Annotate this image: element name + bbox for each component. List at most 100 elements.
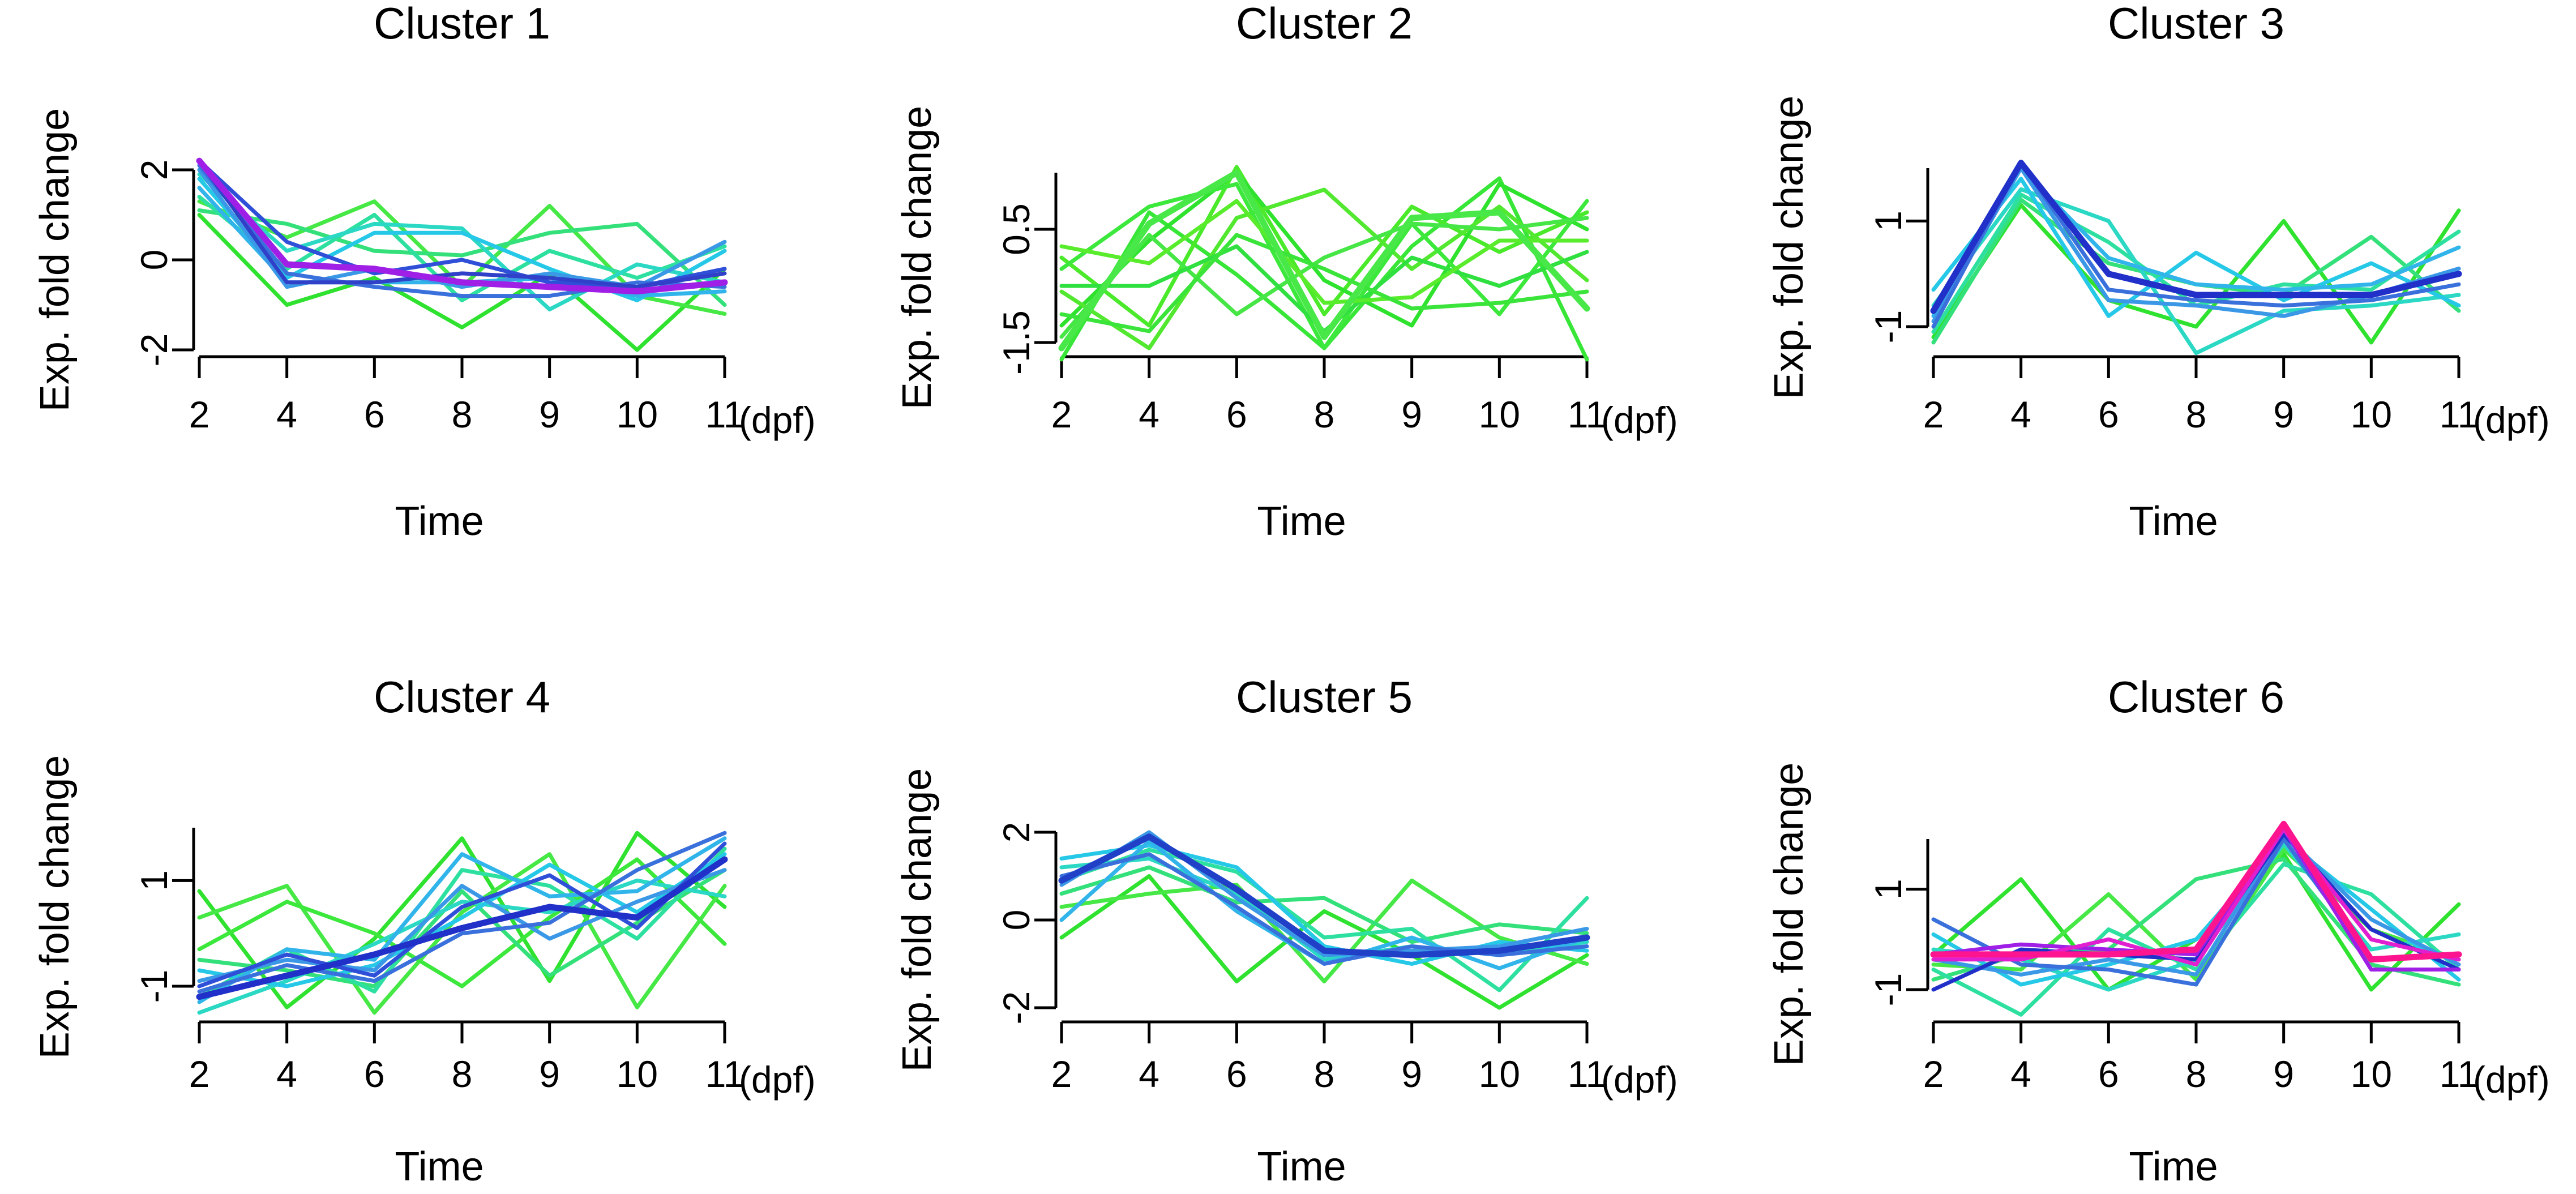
x-unit-label: (dpf) [739,1059,816,1101]
x-tick-label: 9 [539,1053,560,1095]
x-axis: 2 4 6 8 9 10 11(dpf) [1051,355,1678,441]
y-tick-label: 1 [133,870,175,891]
panel-title: Cluster 4 [374,672,550,722]
x-tick-label: 2 [189,1053,210,1095]
y-axis: -1 1 [133,828,195,1003]
x-tick-label: 4 [2010,393,2031,435]
x-axis: 2 4 6 8 9 10 11(dpf) [1923,355,2550,441]
x-axis-label: Time [395,499,483,544]
x-tick-label: 2 [1051,393,1072,435]
x-tick-label: 6 [364,1053,385,1095]
series-lines [1930,820,2462,1017]
x-tick-label: 8 [452,393,473,435]
x-tick-label: 6 [1226,393,1247,435]
series-line-g6 [197,878,727,1015]
series-line-g7 [197,852,727,988]
series-line-g9 [197,163,727,298]
x-tick-label: 10 [617,393,658,435]
x-axis: 2 4 6 8 9 10 11(dpf) [189,355,816,441]
y-tick-label: -1 [1867,310,1909,344]
series-line-g5 [1059,182,1589,350]
x-tick-label: 6 [1226,1053,1247,1095]
y-axis-label: Exp. fold change [895,768,940,1072]
y-tick-label: 2 [133,160,175,181]
y-tick-label: 0 [133,250,175,271]
y-tick-label: 1 [1867,879,1909,900]
x-tick-label: 9 [1401,1053,1422,1095]
series-line-g9 [1059,233,1589,333]
x-tick-label: 4 [1139,393,1159,435]
y-axis-label: Exp. fold change [32,755,78,1059]
series-line-g6 [197,177,727,302]
x-axis-label: Time [395,1144,483,1189]
series-line-g10 [197,831,727,994]
series-line-g4 [197,868,727,988]
x-axis-label: Time [1257,499,1346,544]
x-tick-label: 11 [1568,1053,1607,1095]
y-tick-label: -1.5 [995,310,1037,375]
series-line-g11 [1931,827,2461,967]
x-unit-label: (dpf) [2473,1059,2550,1101]
series-line-g1 [197,213,727,352]
x-tick-label: 2 [1051,1053,1072,1095]
series-line-g2 [1059,878,1589,983]
x-tick-label: 6 [2098,1053,2119,1095]
x-tick-label: 11 [705,1053,744,1095]
x-tick-label: 9 [2273,393,2294,435]
panel-cluster-5: Cluster 5 -2 0 2 Exp. fold change 2 4 6 8 9 10 11(d… [895,672,1678,1189]
y-tick-label: -2 [133,333,175,367]
y-axis: -2 0 2 [995,822,1058,1024]
x-unit-label: (dpf) [2473,399,2550,441]
x-tick-label: 11 [2440,1053,2479,1095]
y-tick-label: -1 [1867,973,1909,1007]
series-line-g7 [1931,832,2461,977]
x-tick-label: 4 [276,393,297,435]
x-unit-label: (dpf) [1601,1059,1678,1101]
series-line-g10 [1058,833,1590,958]
y-tick-label: -1 [133,970,175,1003]
series-line-g4 [1059,187,1589,350]
series-line-g4 [1059,848,1589,992]
x-tick-label: 10 [2351,1053,2392,1095]
series-lines [196,157,728,352]
series-line-g12 [1930,820,2462,963]
panel-cluster-4: Cluster 4 -1 1 Exp. fold change 2 4 6 8 9 10 11(dp… [32,672,816,1189]
x-tick-label: 6 [364,393,385,435]
series-line-g1 [1059,874,1589,1010]
series-line-g10 [1058,169,1590,352]
series-lines [1930,160,2462,356]
x-axis-label: Time [2129,1144,2218,1189]
x-tick-label: 4 [2010,1053,2031,1095]
series-line-g12 [196,856,728,1000]
panel-title: Cluster 6 [2108,672,2284,722]
series-line-g4 [197,195,727,302]
y-axis-label: Exp. fold change [895,106,940,409]
x-tick-label: 4 [276,1053,297,1095]
series-lines [196,831,728,1015]
series-line-g8 [1059,830,1589,957]
x-axis: 2 4 6 8 9 10 11(dpf) [1923,1020,2550,1101]
series-line-g2 [1059,165,1589,328]
x-unit-label: (dpf) [1601,399,1678,441]
series-line-g6 [1059,216,1589,339]
y-tick-label: 0.5 [995,203,1037,255]
y-tick-label: 0 [995,910,1037,931]
x-tick-label: 6 [2098,393,2119,435]
panel-cluster-6: Cluster 6 -1 1 Exp. fold change 2 4 6 8 9 10 11(dp… [1766,672,2550,1189]
series-line-g1 [1931,203,2461,345]
series-line-g5 [197,172,727,311]
y-tick-label: 2 [995,822,1037,843]
x-axis-label: Time [2129,499,2218,544]
series-line-g9 [1930,160,2462,314]
y-axis-label: Exp. fold change [32,108,78,412]
panel-title: Cluster 2 [1236,0,1413,48]
x-tick-label: 10 [2351,393,2392,435]
panel-title: Cluster 5 [1236,672,1413,722]
x-tick-label: 11 [705,393,744,435]
x-tick-label: 10 [1479,393,1520,435]
x-tick-label: 8 [452,1053,473,1095]
series-lines [1058,830,1590,1010]
x-tick-label: 10 [617,1053,658,1095]
series-line-g9 [1931,832,2461,992]
